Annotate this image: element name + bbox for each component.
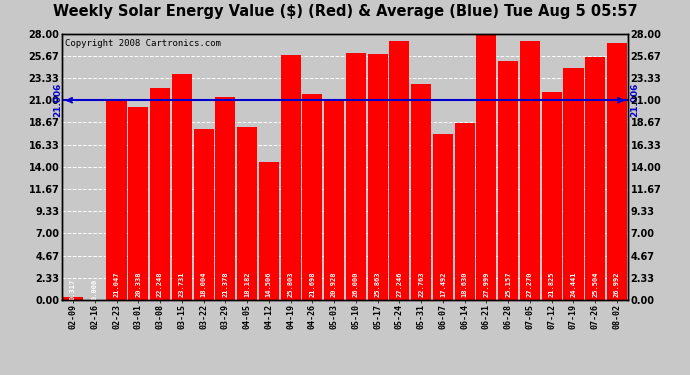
- Text: 18.004: 18.004: [201, 272, 206, 297]
- Text: 21.006: 21.006: [53, 83, 62, 117]
- Text: 17.492: 17.492: [440, 272, 446, 297]
- Bar: [63, 297, 83, 300]
- Bar: [433, 134, 453, 300]
- Text: 20.338: 20.338: [135, 272, 141, 297]
- Text: 14.506: 14.506: [266, 272, 272, 297]
- Text: 24.441: 24.441: [571, 272, 577, 297]
- Text: 23.731: 23.731: [179, 272, 185, 297]
- Text: Weekly Solar Energy Value ($) (Red) & Average (Blue) Tue Aug 5 05:57: Weekly Solar Energy Value ($) (Red) & Av…: [52, 4, 638, 19]
- Text: 18.630: 18.630: [462, 272, 468, 297]
- Text: 27.270: 27.270: [527, 272, 533, 297]
- Bar: [106, 100, 126, 300]
- Bar: [215, 97, 235, 300]
- Text: 18.182: 18.182: [244, 272, 250, 297]
- Text: 22.248: 22.248: [157, 272, 163, 297]
- Text: 22.763: 22.763: [418, 272, 424, 297]
- Bar: [607, 44, 627, 300]
- Bar: [324, 101, 344, 300]
- Bar: [585, 57, 605, 300]
- Bar: [193, 129, 214, 300]
- Bar: [476, 34, 497, 300]
- Bar: [498, 61, 518, 300]
- Bar: [150, 88, 170, 300]
- Bar: [411, 84, 431, 300]
- Text: Copyright 2008 Cartronics.com: Copyright 2008 Cartronics.com: [65, 39, 221, 48]
- Text: 25.863: 25.863: [375, 272, 381, 297]
- Text: 21.006: 21.006: [630, 83, 639, 117]
- Text: 26.000: 26.000: [353, 272, 359, 297]
- Text: 25.504: 25.504: [592, 272, 598, 297]
- Bar: [172, 74, 192, 300]
- Bar: [520, 41, 540, 300]
- Text: 27.246: 27.246: [396, 272, 402, 297]
- Bar: [302, 94, 322, 300]
- Bar: [128, 106, 148, 300]
- Bar: [564, 68, 584, 300]
- Text: 26.992: 26.992: [614, 272, 620, 297]
- Bar: [281, 55, 301, 300]
- Text: 25.157: 25.157: [505, 272, 511, 297]
- Bar: [346, 53, 366, 300]
- Bar: [455, 123, 475, 300]
- Text: 21.825: 21.825: [549, 272, 555, 297]
- Bar: [259, 162, 279, 300]
- Bar: [237, 127, 257, 300]
- Text: 20.928: 20.928: [331, 272, 337, 297]
- Text: 0.000: 0.000: [92, 278, 98, 300]
- Text: 0.317: 0.317: [70, 278, 76, 300]
- Bar: [389, 41, 409, 300]
- Bar: [542, 93, 562, 300]
- Bar: [368, 54, 388, 300]
- Text: 25.803: 25.803: [288, 272, 294, 297]
- Text: 27.999: 27.999: [484, 272, 489, 297]
- Text: 21.698: 21.698: [309, 272, 315, 297]
- Text: 21.047: 21.047: [113, 272, 119, 297]
- Text: 21.378: 21.378: [222, 272, 228, 297]
